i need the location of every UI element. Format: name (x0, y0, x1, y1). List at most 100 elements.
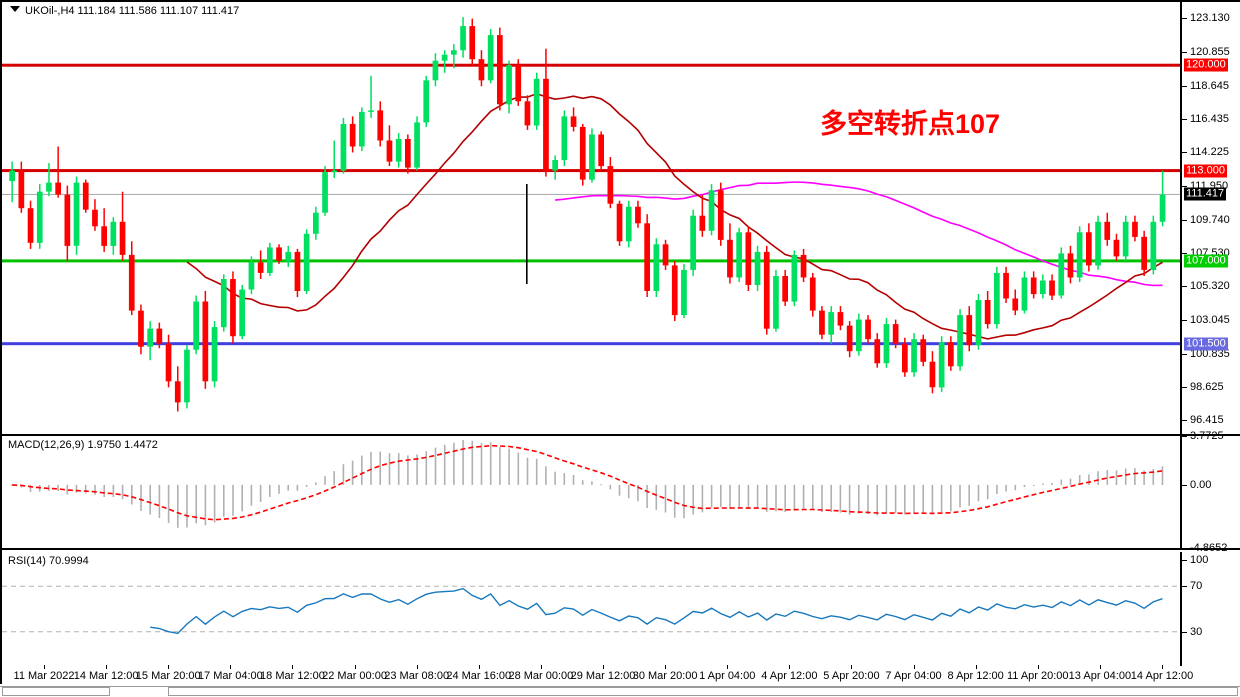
price-tag-107-000[interactable]: 107.000 (1184, 254, 1228, 268)
macd-plot-area[interactable] (2, 436, 1180, 548)
time-axis-label: 15 Mar 20:00 (135, 670, 201, 682)
candlestick (211, 321, 218, 388)
macd-histogram-bar (664, 484, 667, 513)
macd-histogram-bar (186, 484, 188, 528)
candle-body (819, 310, 825, 335)
macd-histogram-bar (250, 484, 253, 506)
macd-panel[interactable]: MACD(12,26,9) 1.9750 1.4472 (2, 436, 1180, 548)
candlestick (763, 245, 770, 335)
candle-body (607, 166, 614, 204)
price-panel[interactable]: UKOil-,H4 111.184 111.586 111.107 111.41… (2, 2, 1180, 434)
candlestick (773, 269, 779, 332)
candlestick (653, 238, 660, 297)
macd-histogram-bar (443, 444, 446, 485)
candlestick (36, 184, 43, 249)
price-axis[interactable]: 123.130 120.855 118.645 116.435 114.225 111.9… (1180, 2, 1238, 434)
candle-body (9, 170, 15, 182)
price-plot-area[interactable] (2, 2, 1180, 434)
price-axis-tick-mark (1182, 286, 1187, 288)
candlestick (156, 322, 163, 349)
macd-histogram-bar (1014, 484, 1017, 491)
macd-histogram-bar (1097, 471, 1099, 485)
price-tag-101-500[interactable]: 101.500 (1184, 337, 1228, 351)
price-axis-tick-mark (1182, 252, 1187, 254)
candle-body (349, 123, 356, 147)
rsi-series (2, 585, 1180, 635)
candle-body (405, 139, 411, 168)
rsi-axis[interactable]: 100 70 30 (1180, 552, 1238, 666)
macd-axis-tick-mark (1182, 436, 1187, 437)
candle-body (451, 50, 457, 55)
macd-histogram-bar (775, 484, 777, 512)
candlestick (359, 107, 365, 152)
candle-body (138, 310, 144, 347)
price-tag-120-000[interactable]: 120.000 (1184, 58, 1228, 72)
macd-histogram-bar (462, 440, 464, 485)
macd-histogram-bar (1005, 484, 1007, 492)
candlestick (147, 321, 153, 361)
macd-histogram-bar (471, 440, 474, 485)
candle-body (119, 221, 126, 255)
candle-body (1030, 277, 1037, 295)
time-axis[interactable]: 11 Mar 2022 14 Mar 12:00 15 Mar 20:00 17 Ma… (2, 665, 1193, 684)
candlestick (248, 256, 255, 294)
macd-histogram-bar (784, 484, 786, 513)
candlestick (313, 206, 319, 240)
candle-body (745, 232, 752, 285)
candlestick (791, 250, 798, 307)
candlestick (662, 239, 669, 270)
candle-body (55, 182, 61, 195)
candle-wick (370, 75, 372, 118)
candlestick (92, 199, 98, 231)
macd-histogram-bar (950, 484, 952, 512)
candle-body (432, 60, 439, 81)
chart-annotation: 多空转折点107 (820, 109, 1001, 139)
time-axis-label: 14 Mar 12:00 (73, 670, 139, 682)
candle-body (671, 265, 678, 316)
candlestick (625, 200, 632, 248)
candle-body (165, 343, 172, 382)
price-axis-tick: 123.130 (1190, 12, 1230, 25)
macd-histogram-bar (591, 481, 593, 485)
price-axis-tick-mark (1182, 52, 1187, 54)
candlestick (736, 227, 742, 282)
candlestick (690, 209, 696, 276)
candlestick (423, 75, 430, 127)
candlestick (579, 123, 586, 186)
candlestick (202, 291, 209, 389)
time-axis-label: 14 Apr 12:00 (1130, 670, 1194, 682)
macd-histogram-bar (508, 448, 510, 485)
price-tag-113-000[interactable]: 113.000 (1184, 164, 1227, 178)
candlestick (1086, 223, 1092, 272)
candle-body (727, 239, 733, 278)
price-tag-111-417[interactable]: 111.417 (1184, 187, 1227, 201)
candle-body (911, 339, 917, 373)
candlestick (110, 217, 117, 255)
candle-body (791, 254, 798, 302)
candle-body (644, 223, 650, 291)
candle-body (1150, 221, 1157, 270)
candlestick (184, 345, 190, 409)
candlestick (487, 29, 494, 84)
candlestick (598, 131, 604, 171)
rsi-plot-area[interactable] (2, 552, 1180, 666)
candle-wick (453, 44, 455, 69)
candlestick (267, 242, 273, 276)
candlestick (902, 337, 908, 377)
macd-histogram-bar (453, 442, 455, 485)
candlestick (1122, 215, 1129, 261)
time-axis-tick (292, 665, 294, 669)
candle-body (64, 194, 71, 246)
macd-histogram-bar (241, 484, 243, 512)
candlestick (230, 271, 236, 344)
candlestick (984, 291, 991, 329)
macd-histogram-bar (894, 484, 897, 514)
candle-body (27, 208, 34, 243)
rsi-axis-tick-mark (1182, 560, 1187, 561)
chevron-down-icon[interactable] (10, 6, 20, 12)
candle-body (257, 262, 264, 273)
candle-body (1095, 221, 1101, 266)
rsi-panel[interactable]: RSI(14) 70.9994 (2, 552, 1180, 666)
candlestick (727, 223, 733, 284)
